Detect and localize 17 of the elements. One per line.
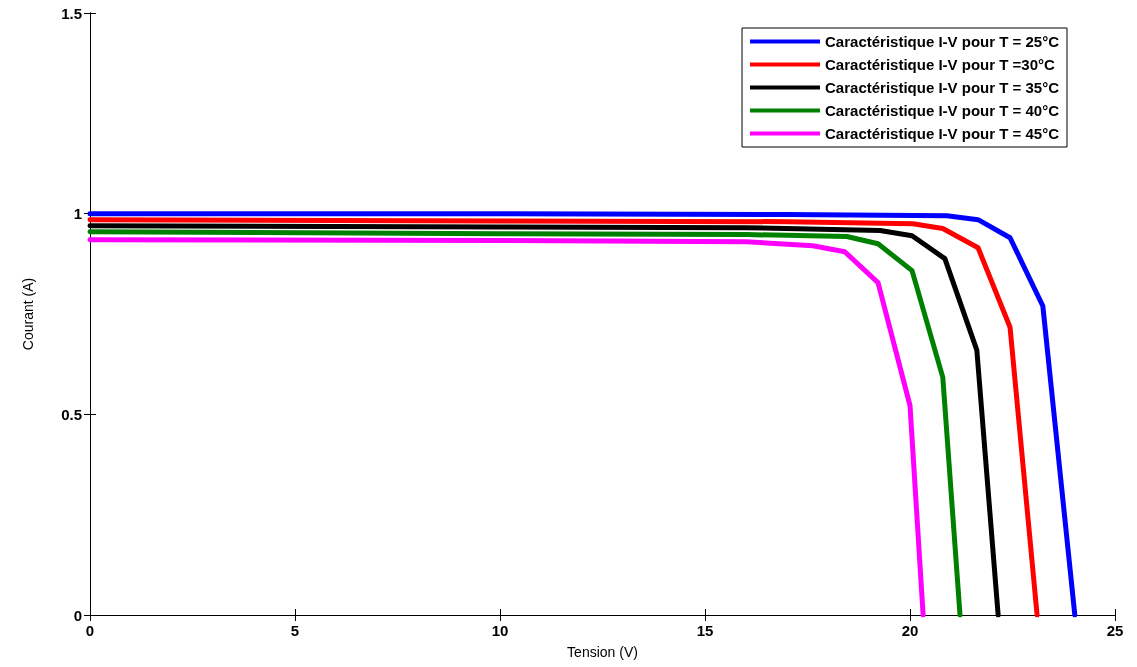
x-tick-label: 5 [290,622,300,639]
x-tick-label: 15 [696,622,714,639]
x-tick-label: 10 [491,622,509,639]
y-tick-label: 1.5 [61,4,82,22]
y-axis-title: Courant (A) [20,277,36,351]
y-tick-label: 0.5 [61,405,82,423]
x-tick-label: 25 [1106,622,1124,639]
legend-label: Caractéristique I-V pour T =30°C [825,56,1055,73]
x-tick-label: 0 [85,622,95,639]
legend-label: Caractéristique I-V pour T = 45°C [825,125,1060,142]
x-tick-label: 20 [901,622,919,639]
legend-label: Caractéristique I-V pour T = 35°C [825,79,1060,96]
y-tick-label: 0 [73,606,82,624]
legend-label: Caractéristique I-V pour T = 40°C [825,102,1060,119]
x-axis-title: Tension (V) [567,644,638,660]
legend-label: Caractéristique I-V pour T = 25°C [825,33,1060,50]
y-tick-label: 1 [73,205,82,223]
